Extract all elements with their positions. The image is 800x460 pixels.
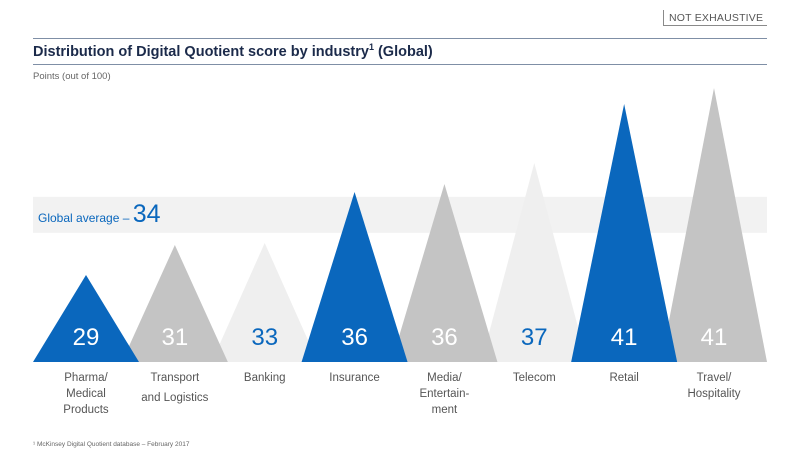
value-label: 36 xyxy=(431,324,458,351)
category-label: Banking xyxy=(210,370,320,386)
global-average-text: Global average – xyxy=(38,211,133,225)
value-label: 33 xyxy=(251,324,278,351)
triangle-insurance xyxy=(301,192,408,362)
global-average-value: 34 xyxy=(133,200,161,228)
category-label: Media/Entertain-ment xyxy=(389,370,499,418)
top-rule xyxy=(33,38,767,39)
triangle-telecom xyxy=(481,163,588,362)
category-label-line: Telecom xyxy=(512,372,556,384)
category-label-line: Travel/ xyxy=(696,372,732,384)
category-label-line: Insurance xyxy=(329,372,380,384)
category-label-line: Transport xyxy=(150,372,200,384)
category-label-line: Pharma/ xyxy=(64,372,108,384)
category-label: Telecom xyxy=(479,370,589,386)
category-label: Retail xyxy=(569,370,679,386)
category-label-line: Products xyxy=(63,404,109,416)
triangle-pharma-medical-products xyxy=(33,275,139,362)
value-label: 41 xyxy=(701,324,728,351)
category-label: Pharma/Medical Products xyxy=(31,370,141,418)
category-label-line: Banking xyxy=(243,372,286,384)
category-label: Insurance xyxy=(300,370,410,386)
not-exhaustive-badge: NOT EXHAUSTIVE xyxy=(663,10,767,26)
triangle-media-entertainment xyxy=(391,184,498,362)
value-label: 37 xyxy=(521,324,548,351)
triangle-retail xyxy=(571,104,678,362)
category-label-line: Entertain- xyxy=(419,388,470,400)
triangle-travel-hospitality xyxy=(661,88,767,362)
chart-title: Distribution of Digital Quotient score b… xyxy=(33,42,433,60)
value-label: 29 xyxy=(73,324,100,351)
chart-title-text: Distribution of Digital Quotient score b… xyxy=(33,43,369,60)
triangle-transport-and-logistics xyxy=(121,245,228,362)
value-label: 36 xyxy=(341,324,368,351)
category-label: Travel/Hospitality xyxy=(659,370,769,402)
category-label-line: Retail xyxy=(609,372,639,384)
footnote: ¹ McKinsey Digital Quotient database – F… xyxy=(33,441,190,448)
category-label: Transport and Logistics xyxy=(120,368,230,408)
y-axis-unit-label: Points (out of 100) xyxy=(33,71,111,82)
chart-title-suffix: (Global) xyxy=(373,43,433,60)
category-label-line: Medical xyxy=(66,388,106,400)
triangle-banking xyxy=(211,243,318,362)
value-label: 41 xyxy=(611,324,638,351)
footnote-marker: 1 xyxy=(368,42,374,52)
global-average-label: Global average – 34 xyxy=(38,200,161,228)
category-label-line: Hospitality xyxy=(687,388,741,400)
title-rule xyxy=(33,64,767,65)
category-label-line: ment xyxy=(431,404,458,416)
value-label: 31 xyxy=(162,324,189,351)
category-label-line: and Logistics xyxy=(141,392,209,404)
category-label-line: Media/ xyxy=(427,372,462,384)
